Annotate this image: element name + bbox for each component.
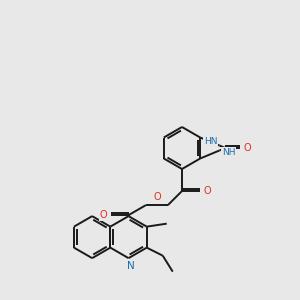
Text: O: O [203,186,211,196]
Text: O: O [153,192,161,202]
Text: O: O [100,210,107,220]
Text: HN: HN [204,137,217,146]
Text: NH: NH [222,148,235,157]
Text: N: N [127,261,134,271]
Text: O: O [244,143,251,153]
